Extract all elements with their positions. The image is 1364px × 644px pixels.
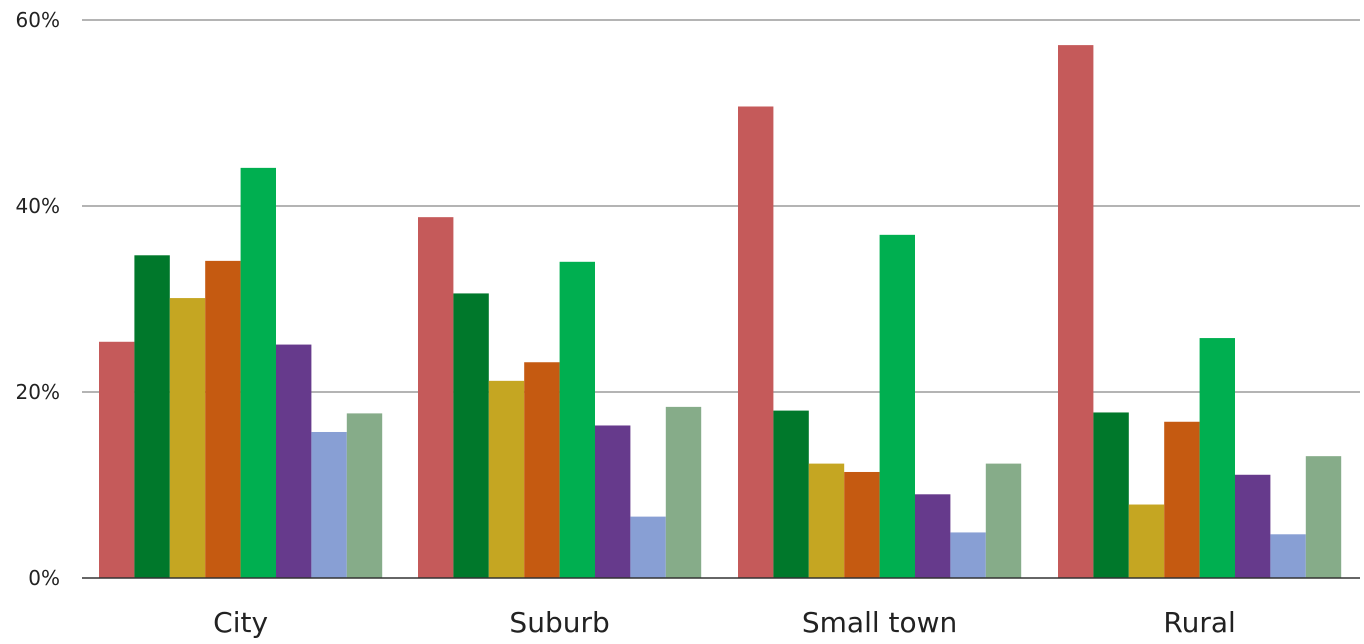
bar-city-series-4 (205, 260, 241, 578)
bar-rural-series-7 (1270, 534, 1306, 578)
y-axis-tick-labels: 0% 20% 40% 60% (16, 8, 60, 590)
bar-small-town-series-6 (915, 494, 951, 578)
x-axis-category-labels: City Suburb Small town Rural (213, 606, 1236, 639)
bar-suburb-series-5 (559, 261, 595, 578)
bar-rural-series-2 (1093, 412, 1129, 578)
bar-suburb-series-4 (524, 362, 560, 578)
bar-small-town-series-2 (773, 410, 809, 578)
bar-city-series-8 (346, 413, 383, 578)
bar-city-series-7 (311, 431, 347, 578)
x-tick-label-city: City (213, 606, 268, 639)
bar-rural-series-1 (1058, 45, 1094, 579)
y-tick-label: 60% (16, 8, 60, 32)
bar-rural-series-4 (1164, 421, 1200, 578)
bar-small-town-series-5 (879, 234, 915, 578)
bar-city-series-3 (169, 298, 206, 578)
bar-rural-series-5 (1199, 338, 1235, 578)
bar-small-town-series-3 (808, 463, 845, 578)
bar-small-town-series-4 (844, 471, 880, 578)
bar-rural-series-8 (1305, 456, 1342, 578)
bar-suburb-series-1 (418, 217, 454, 578)
y-tick-label: 0% (28, 566, 60, 590)
bar-small-town-series-1 (738, 106, 774, 579)
bar-suburb-series-8 (665, 406, 702, 578)
bar-suburb-series-2 (453, 293, 489, 578)
bar-city-series-6 (276, 344, 312, 578)
bar-small-town-series-8 (985, 463, 1022, 578)
bars (99, 45, 1342, 579)
x-tick-label-suburb: Suburb (509, 606, 609, 639)
bar-suburb-series-3 (488, 380, 525, 578)
y-tick-label: 20% (16, 380, 60, 404)
bar-rural-series-6 (1235, 474, 1271, 578)
x-tick-label-rural: Rural (1163, 606, 1235, 639)
bar-city-series-5 (240, 167, 276, 578)
bar-small-town-series-7 (950, 532, 986, 578)
bar-rural-series-3 (1128, 504, 1165, 578)
bar-city-series-1 (99, 341, 135, 578)
bar-suburb-series-6 (595, 425, 631, 578)
y-tick-label: 40% (16, 194, 60, 218)
bar-suburb-series-7 (630, 516, 666, 578)
bar-city-series-2 (134, 255, 170, 579)
x-tick-label-small-town: Small town (802, 606, 957, 639)
